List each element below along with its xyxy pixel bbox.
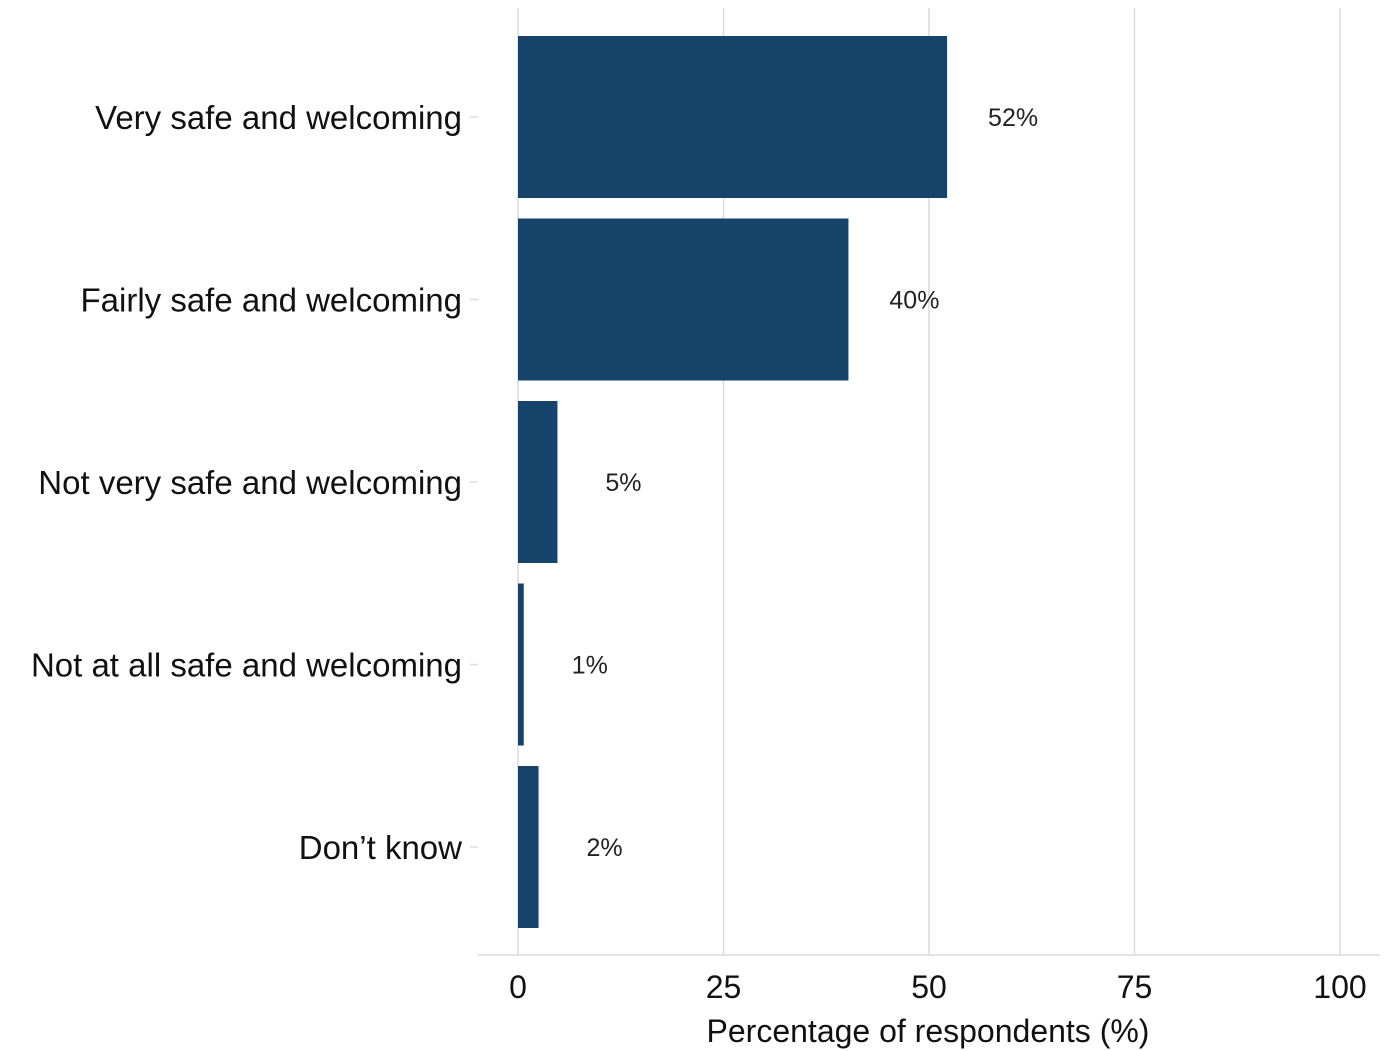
bars — [518, 36, 948, 928]
category-label-4: Don’t know — [299, 829, 462, 866]
category-labels: Very safe and welcoming Fairly safe and w… — [31, 99, 462, 866]
bar-1 — [518, 218, 849, 381]
bar-0 — [518, 36, 948, 198]
x-axis-title: Percentage of respondents (%) — [707, 1013, 1150, 1049]
category-label-2: Not very safe and welcoming — [38, 464, 462, 501]
data-label-2: 5% — [605, 469, 641, 497]
category-ticks — [470, 116, 478, 848]
x-tick-labels: 0 25 50 75 100 — [509, 969, 1367, 1005]
bar-3 — [518, 583, 524, 746]
x-tick-label-2: 50 — [911, 969, 947, 1005]
data-label-3: 1% — [572, 652, 608, 680]
data-label-1: 40% — [889, 287, 939, 315]
bar-2 — [518, 401, 558, 563]
x-tick-label-4: 100 — [1313, 969, 1366, 1005]
x-tick-label-3: 75 — [1117, 969, 1153, 1005]
data-label-4: 2% — [586, 834, 622, 862]
data-label-0: 52% — [988, 104, 1038, 132]
x-tick-label-0: 0 — [509, 969, 527, 1005]
x-tick-label-1: 25 — [706, 969, 742, 1005]
bar-4 — [518, 766, 539, 928]
data-labels: 52% 40% 5% 1% 2% — [572, 104, 1038, 862]
category-label-0: Very safe and welcoming — [95, 99, 462, 136]
category-label-3: Not at all safe and welcoming — [31, 647, 462, 684]
category-label-1: Fairly safe and welcoming — [81, 282, 463, 319]
